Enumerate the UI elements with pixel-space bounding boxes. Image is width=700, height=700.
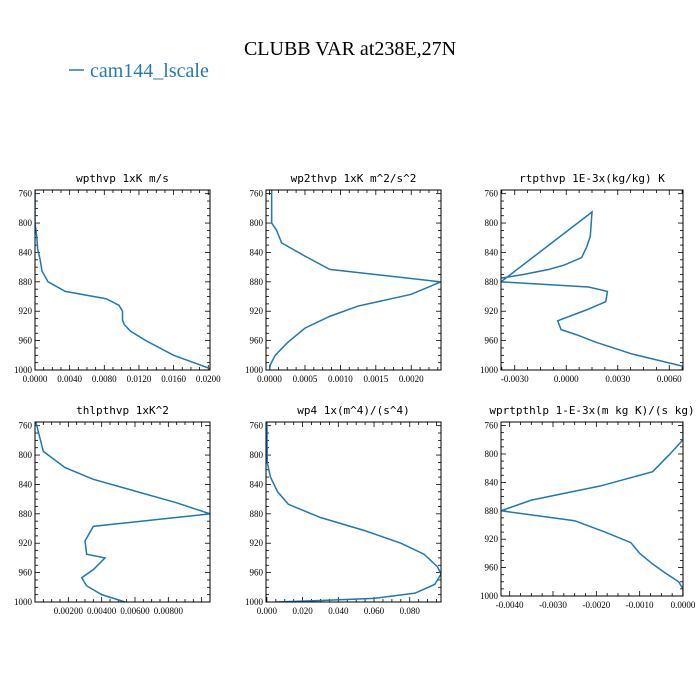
x-tick-label: -0.0020 [582, 600, 610, 610]
x-tick-label: 0.0000 [257, 374, 282, 384]
x-tick-label: 0.0010 [328, 374, 353, 384]
y-tick-label: 960 [250, 568, 264, 578]
y-tick-label: 840 [250, 479, 264, 489]
chart-panels: wpthvp 1xK m/s76080084088092096010000.00… [14, 172, 696, 616]
y-tick-label: 920 [19, 306, 33, 316]
chart-panel-1: wpthvp 1xK m/s76080084088092096010000.00… [14, 172, 221, 384]
chart-panel-3: rtpthvp 1E-3x(kg/kg) K 760 800 840 880 920 960… [480, 172, 684, 384]
y-tick-label: 960 [19, 568, 33, 578]
chart-panel-4: thlpthvp 1xK^2 760 800 840 880 920 960 1000 0.00… [14, 404, 211, 616]
series-line [501, 210, 683, 370]
x-tick-label: 0.0160 [161, 374, 186, 384]
panel-frame [265, 421, 442, 603]
legend-label: cam144_lscale [90, 60, 209, 82]
y-tick-label: 1000 [245, 365, 264, 375]
y-tick-label: 920 [250, 538, 264, 548]
x-tick-label: 0.0020 [399, 374, 424, 384]
y-tick-label: 960 [485, 563, 499, 573]
y-tick-label: 840 [19, 247, 33, 257]
panel-title: wp2thvp 1xK m^2/s^2 [291, 172, 417, 185]
y-tick-label: 800 [19, 450, 33, 460]
y-tick-label: 880 [250, 277, 264, 287]
x-tick-label: 0.00400 [87, 606, 117, 616]
panel-title: rtpthvp 1E-3x(kg/kg) K [519, 172, 665, 185]
y-tick-label: 960 [485, 336, 499, 346]
x-tick-label: 0.0000 [554, 374, 579, 384]
series-line [501, 422, 683, 596]
series-line [35, 190, 210, 370]
x-tick-label: 0.000 [257, 606, 278, 616]
y-tick-label: 800 [19, 218, 33, 228]
panel-frame [34, 189, 211, 371]
x-tick-label: 0.0060 [657, 374, 682, 384]
chart-panel-6: wprtpthlp 1-E-3x(m kg K)/(s kg) 760 800 840… [480, 404, 696, 610]
y-tick-label: 880 [250, 509, 264, 519]
y-tick-label: 1000 [245, 597, 264, 607]
x-tick-label: 0.0080 [92, 374, 117, 384]
x-tick-label: 0.0015 [363, 374, 388, 384]
y-tick-label: 920 [485, 306, 499, 316]
panel-title: wpthvp 1xK m/s [76, 172, 169, 185]
y-tick-label: 920 [250, 306, 264, 316]
y-tick-label: 880 [19, 277, 33, 287]
x-tick-label: 0.00600 [120, 606, 150, 616]
y-tick-label: 760 [485, 189, 499, 199]
x-tick-label: 0.080 [400, 606, 421, 616]
x-tick-label: 0.00200 [54, 606, 84, 616]
y-tick-label: 960 [19, 336, 33, 346]
panel-title: wprtpthlp 1-E-3x(m kg K)/(s kg) [489, 404, 694, 417]
x-tick-label: 0.020 [292, 606, 313, 616]
x-tick-label: -0.0040 [496, 600, 524, 610]
panel-title: thlpthvp 1xK^2 [76, 404, 169, 417]
y-tick-label: 760 [250, 421, 264, 431]
x-tick-label: 0.0000 [671, 600, 696, 610]
y-tick-label: 760 [485, 421, 499, 431]
panel-frame [34, 421, 211, 603]
x-tick-label: 0.0005 [293, 374, 318, 384]
x-tick-label: -0.0030 [501, 374, 529, 384]
chart-panel-5: wp4 1x(m^4)/(s^4)76080084088092096010000… [245, 404, 442, 616]
y-tick-label: 920 [19, 538, 33, 548]
y-tick-label: 880 [19, 509, 33, 519]
x-tick-label: 0.0030 [605, 374, 630, 384]
y-tick-label: 760 [19, 189, 33, 199]
x-tick-label: 0.040 [328, 606, 349, 616]
y-tick-label: 840 [19, 479, 33, 489]
y-tick-label: 760 [19, 421, 33, 431]
x-tick-label: 0.00800 [154, 606, 184, 616]
series-line [266, 422, 441, 602]
series-line [35, 422, 210, 602]
y-tick-label: 840 [485, 477, 499, 487]
chart-panel-2: wp2thvp 1xK m^2/s^2 760 800 840 880 920 960 100… [245, 172, 442, 384]
panel-frame [265, 189, 442, 371]
x-tick-label: 0.0120 [127, 374, 152, 384]
y-tick-label: 800 [250, 450, 264, 460]
figure-title: CLUBB VAR at238E,27N [244, 38, 456, 60]
y-tick-label: 840 [250, 247, 264, 257]
panel-frame [500, 421, 684, 597]
y-tick-label: 1000 [480, 365, 499, 375]
y-tick-label: 1000 [14, 597, 33, 607]
y-tick-label: 800 [485, 449, 499, 459]
y-tick-label: 840 [485, 247, 499, 257]
y-tick-label: 1000 [480, 591, 499, 601]
x-tick-label: 0.0200 [196, 374, 221, 384]
x-tick-label: 0.0040 [57, 374, 82, 384]
y-tick-label: 1000 [14, 365, 33, 375]
y-tick-label: 880 [485, 277, 499, 287]
x-tick-label: -0.0010 [626, 600, 654, 610]
x-tick-label: -0.0030 [539, 600, 567, 610]
x-tick-label: 0.0000 [23, 374, 48, 384]
y-tick-label: 800 [485, 218, 499, 228]
y-tick-label: 920 [485, 534, 499, 544]
x-tick-label: 0.060 [364, 606, 385, 616]
panel-title: wp4 1x(m^4)/(s^4) [297, 404, 410, 417]
series-line [268, 190, 441, 370]
y-tick-label: 880 [485, 506, 499, 516]
y-tick-label: 800 [250, 218, 264, 228]
y-tick-label: 960 [250, 336, 264, 346]
panel-frame [500, 189, 684, 371]
y-tick-label: 760 [250, 189, 264, 199]
